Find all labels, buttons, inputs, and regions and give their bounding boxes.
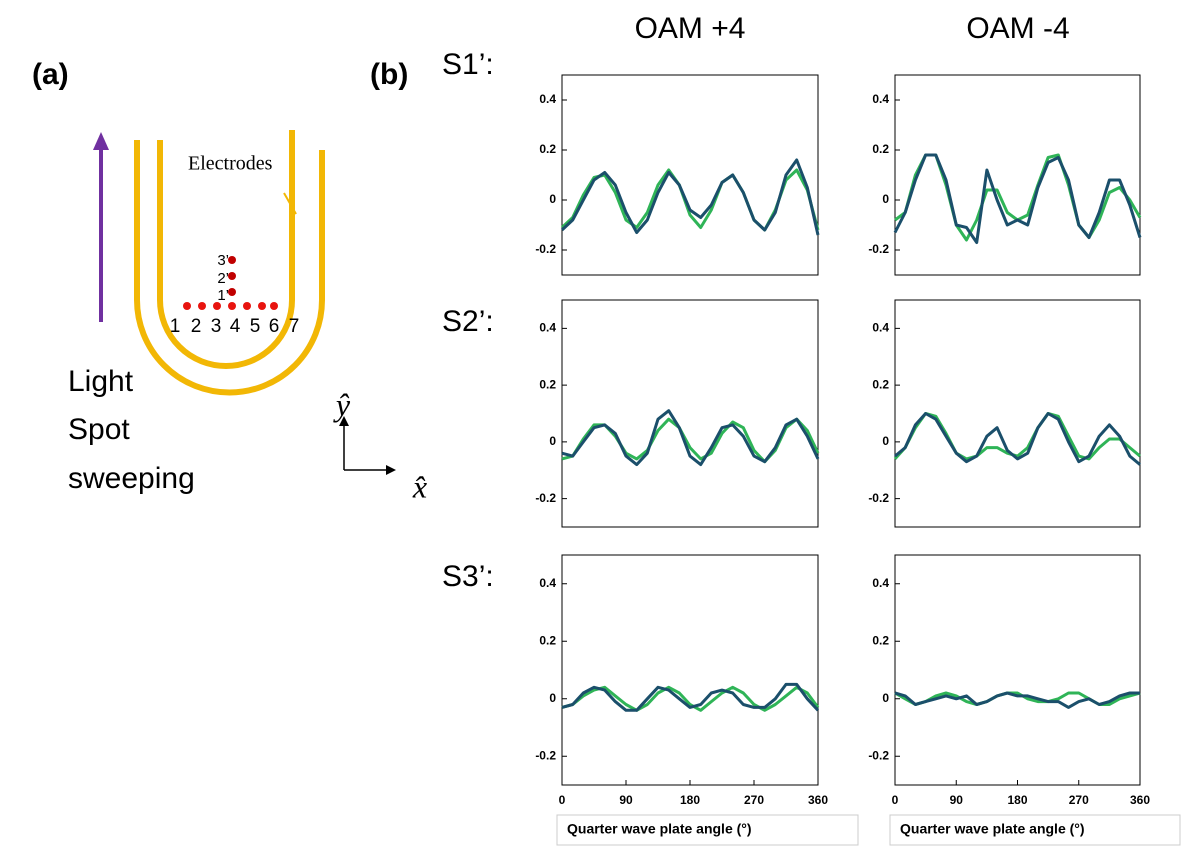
electrodes-label: Electrodes xyxy=(188,153,273,175)
x-tick-label: 90 xyxy=(950,793,964,807)
y-tick-label: -0.2 xyxy=(535,242,556,256)
y-hat: ŷ xyxy=(333,386,351,422)
light-label: Spot xyxy=(68,413,130,446)
series-line xyxy=(894,691,1140,709)
row-label: S1’: xyxy=(442,48,494,81)
x-tick-label: 360 xyxy=(1130,793,1150,807)
panel-a: (a) Electrodes 1 2 3 4 5 6 7 1’ 2’ 3’ xyxy=(32,58,427,504)
spots xyxy=(183,256,278,310)
plot-frame xyxy=(561,74,819,276)
row-label: S2’: xyxy=(442,305,494,338)
light-label: Light xyxy=(68,365,134,398)
plot-frame xyxy=(561,299,819,528)
y-tick-label: 0 xyxy=(549,192,556,206)
y-tick-label: 0 xyxy=(882,434,889,448)
column-title: OAM -4 xyxy=(966,12,1069,45)
series-line xyxy=(561,682,820,712)
spot-label: 7 xyxy=(289,316,300,337)
y-tick-label: 0 xyxy=(882,691,889,705)
y-tick-label: 0.4 xyxy=(872,92,889,106)
spot-labels: 1 2 3 4 5 6 7 xyxy=(170,316,300,337)
spot xyxy=(228,256,236,264)
x-label-box xyxy=(889,814,1181,846)
x-tick-label: 90 xyxy=(619,793,633,807)
spot-label: 1’ xyxy=(217,287,229,304)
plot-frame xyxy=(894,554,1141,786)
spot-label: 6 xyxy=(269,316,280,337)
series-line xyxy=(560,158,820,236)
x-tick-label: 180 xyxy=(680,793,700,807)
plot-frame xyxy=(894,74,1141,276)
y-tick-label: -0.2 xyxy=(868,748,889,762)
y-tick-label: 0 xyxy=(549,691,556,705)
y-tick-label: 0.2 xyxy=(872,377,889,391)
y-tick-label: 0.2 xyxy=(539,377,556,391)
outer-electrode xyxy=(134,140,325,396)
spot-label: 3 xyxy=(211,316,222,337)
plot-frame xyxy=(894,299,1141,528)
series-line xyxy=(561,409,820,467)
spot xyxy=(228,272,236,280)
inner-electrode xyxy=(157,130,295,369)
series-line xyxy=(561,685,820,712)
series-line xyxy=(894,412,1141,466)
x-tick-label: 0 xyxy=(892,793,899,807)
spot xyxy=(183,302,191,310)
spot xyxy=(243,302,251,310)
y-tick-label: -0.2 xyxy=(535,491,556,505)
sweep-arrowhead xyxy=(93,132,109,150)
series-line xyxy=(893,153,1142,244)
spot-label: 3’ xyxy=(217,252,229,269)
y-tick-label: 0 xyxy=(549,434,556,448)
y-tick-label: 0 xyxy=(882,192,889,206)
spot-label: 2 xyxy=(191,316,202,337)
arrowhead xyxy=(386,465,396,475)
spot-label: 1 xyxy=(170,316,181,337)
y-tick-label: 0.2 xyxy=(539,633,556,647)
y-tick-label: 0.4 xyxy=(539,321,556,335)
y-tick-label: -0.2 xyxy=(535,748,556,762)
series-line xyxy=(893,412,1141,461)
leader-line xyxy=(283,192,297,215)
column-title: OAM +4 xyxy=(635,12,746,45)
y-tick-label: -0.2 xyxy=(868,242,889,256)
panel-label: (a) xyxy=(32,58,69,91)
y-tick-label: 0.2 xyxy=(539,142,556,156)
x-hat: x̂ xyxy=(412,468,427,504)
y-tick-label: 0.4 xyxy=(872,576,889,590)
x-axis-label: Quarter wave plate angle (°) xyxy=(900,821,1085,837)
spot-label: 5 xyxy=(250,316,261,337)
plot-frame xyxy=(561,554,819,786)
spot xyxy=(270,302,278,310)
y-tick-label: -0.2 xyxy=(868,491,889,505)
panel-label: (b) xyxy=(370,58,408,91)
spot-y-labels: 1’ 2’ 3’ xyxy=(217,252,229,304)
spot-label: 4 xyxy=(230,316,241,337)
spot xyxy=(258,302,266,310)
x-tick-label: 270 xyxy=(1069,793,1089,807)
y-tick-label: 0.2 xyxy=(872,633,889,647)
y-tick-label: 0.2 xyxy=(872,142,889,156)
y-tick-label: 0.4 xyxy=(539,92,556,106)
spot-label: 2’ xyxy=(217,270,229,287)
spot xyxy=(213,302,221,310)
x-tick-label: 360 xyxy=(808,793,828,807)
row-label: S3’: xyxy=(442,560,494,593)
light-label: sweeping xyxy=(68,462,195,495)
spot xyxy=(228,288,236,296)
x-tick-label: 180 xyxy=(1007,793,1027,807)
x-axis-label: Quarter wave plate angle (°) xyxy=(567,821,752,837)
x-tick-label: 270 xyxy=(744,793,764,807)
y-tick-label: 0.4 xyxy=(539,576,556,590)
x-tick-label: 0 xyxy=(559,793,566,807)
spot xyxy=(198,302,206,310)
x-label-box xyxy=(556,814,859,846)
spot xyxy=(228,302,236,310)
arrowhead xyxy=(339,416,349,426)
y-tick-label: 0.4 xyxy=(872,321,889,335)
